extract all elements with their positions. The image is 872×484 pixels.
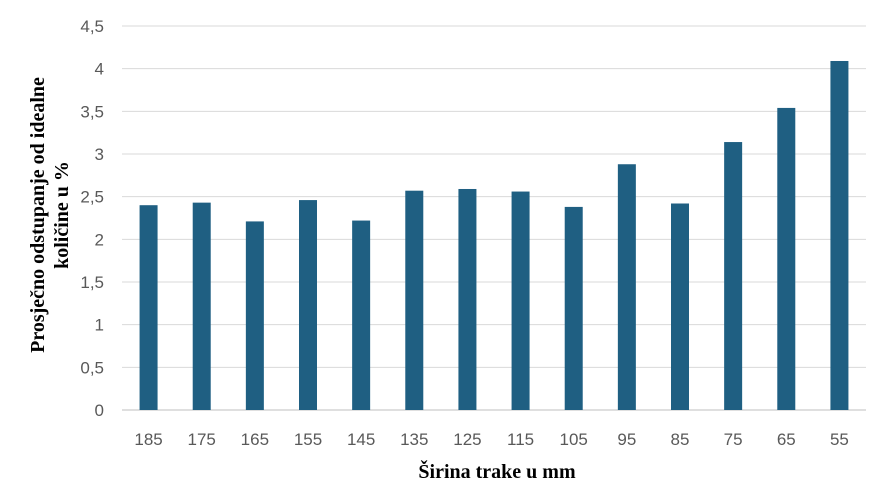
y-tick-label: 2 [95, 230, 104, 249]
bar-115 [511, 191, 530, 410]
bar-85 [671, 203, 689, 410]
x-tick-label: 185 [134, 430, 162, 449]
x-tick-label: 55 [830, 430, 849, 449]
y-axis-title-line-2: količine u % [51, 161, 73, 269]
bars [139, 60, 849, 411]
x-tick-label: 135 [400, 430, 428, 449]
bar-95 [617, 164, 636, 410]
y-tick-label: 2,5 [80, 188, 104, 207]
y-axis-title-line-1: Prosječno odstupanje od idealne [27, 77, 49, 353]
bar-135 [405, 190, 424, 410]
x-tick-label: 145 [347, 430, 375, 449]
bar-185 [139, 205, 158, 410]
y-tick-label: 1 [95, 316, 104, 335]
bar-165 [245, 221, 264, 410]
x-tick-label: 65 [777, 430, 796, 449]
x-tick-label: 175 [188, 430, 216, 449]
y-tick-label: 1,5 [80, 273, 104, 292]
y-tick-label: 3 [95, 145, 104, 164]
bar-65 [777, 107, 796, 411]
x-tick-label: 95 [617, 430, 636, 449]
bar-145 [352, 220, 371, 410]
x-tick-label: 85 [671, 430, 690, 449]
gridlines [122, 25, 866, 411]
x-axis-title: Širina trake u mm [418, 459, 576, 483]
bar-155 [299, 200, 317, 410]
bar-175 [192, 202, 211, 410]
y-tick-label: 3,5 [80, 102, 104, 121]
x-axis-ticks: 185 175 165 155 145 135 125 115 105 95 85 75 65 55 [134, 430, 849, 449]
x-tick-label: 105 [560, 430, 588, 449]
bar-75 [724, 142, 743, 410]
x-tick-label: 75 [724, 430, 743, 449]
bar-105 [564, 206, 583, 410]
bar-55 [830, 60, 849, 411]
x-tick-label: 125 [453, 430, 481, 449]
x-tick-label: 115 [507, 430, 534, 449]
y-axis-ticks: 0 0,5 1 1,5 2 2,5 3 3,5 4 4,5 [80, 17, 104, 420]
y-tick-label: 0 [95, 401, 104, 420]
y-tick-label: 0,5 [80, 358, 104, 377]
bar-125 [458, 188, 477, 410]
x-tick-label: 165 [241, 430, 269, 449]
x-tick-label: 155 [294, 430, 322, 449]
y-tick-label: 4,5 [80, 17, 104, 36]
y-tick-label: 4 [95, 60, 104, 79]
